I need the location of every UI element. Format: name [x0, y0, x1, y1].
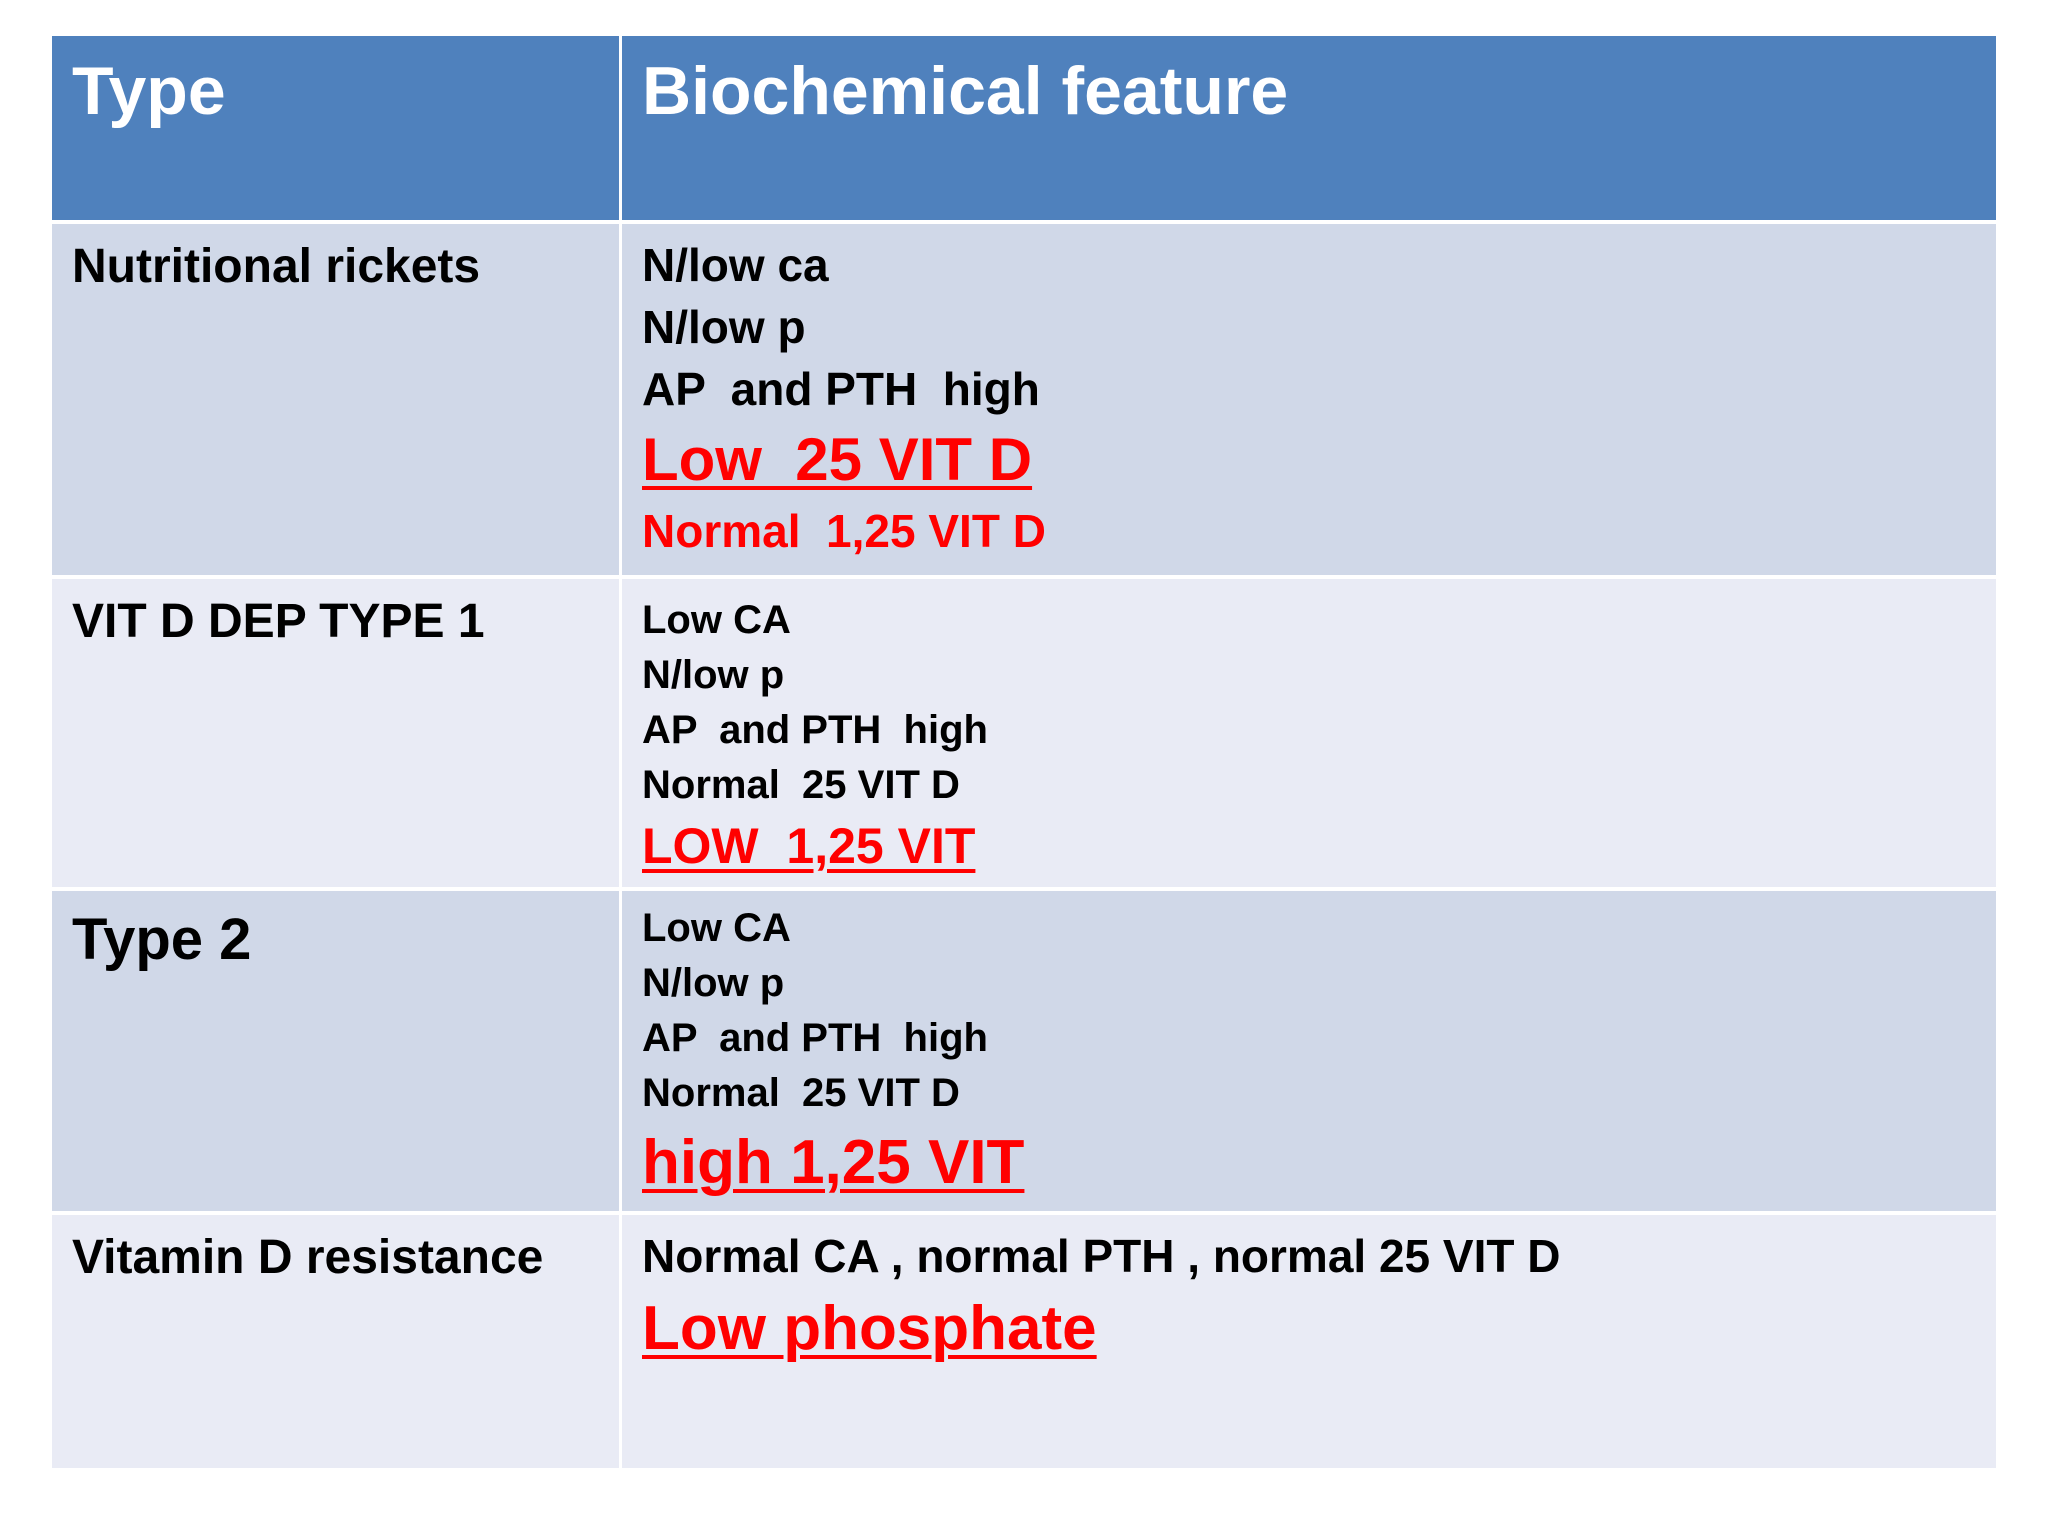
row-nutritional-features: N/low ca N/low p AP and PTH high Low 25 …: [622, 224, 1996, 575]
feature-line-red: Normal 1,25 VIT D: [642, 505, 1046, 557]
type-label: Type 2: [72, 907, 252, 972]
feature-line-highlight: Low phosphate: [642, 1294, 1097, 1363]
feature-line: N/low p: [642, 301, 806, 353]
row-resistance-type: Vitamin D resistance: [52, 1215, 619, 1468]
feature-line: Normal 25 VIT D: [642, 763, 960, 807]
row-resistance-features: Normal CA , normal PTH , normal 25 VIT D…: [622, 1215, 1996, 1468]
feature-line-highlight: LOW 1,25 VIT: [642, 818, 976, 874]
header-type-label: Type: [72, 53, 226, 129]
feature-line: Normal CA , normal PTH , normal 25 VIT D: [642, 1230, 1561, 1282]
feature-line: AP and PTH high: [642, 363, 1040, 415]
rickets-biochemistry-table: Type Biochemical feature Nutritional ric…: [52, 36, 1996, 1468]
feature-line: N/low ca: [642, 239, 829, 291]
feature-line: Normal 25 VIT D: [642, 1071, 960, 1115]
header-feature-label: Biochemical feature: [642, 53, 1289, 129]
feature-line: N/low p: [642, 961, 785, 1005]
feature-line: N/low p: [642, 653, 785, 697]
row-type2-features: Low CA N/low p AP and PTH high Normal 25…: [622, 891, 1996, 1211]
header-feature: Biochemical feature: [622, 36, 1996, 220]
type-label: Nutritional rickets: [72, 240, 481, 293]
row-type1-features: Low CA N/low p AP and PTH high Normal 25…: [622, 579, 1996, 887]
type-label: Vitamin D resistance: [72, 1231, 544, 1284]
feature-line: AP and PTH high: [642, 708, 988, 752]
row-nutritional-type: Nutritional rickets: [52, 224, 619, 575]
row-type1-type: VIT D DEP TYPE 1: [52, 579, 619, 887]
type-label: VIT D DEP TYPE 1: [72, 595, 485, 648]
row-type2-type: Type 2: [52, 891, 619, 1211]
header-type: Type: [52, 36, 619, 220]
feature-line: Low CA: [642, 598, 791, 642]
feature-line-highlight: Low 25 VIT D: [642, 426, 1033, 493]
feature-line: Low CA: [642, 906, 791, 950]
feature-line-highlight: high 1,25 VIT: [642, 1128, 1025, 1197]
feature-line: AP and PTH high: [642, 1016, 988, 1060]
